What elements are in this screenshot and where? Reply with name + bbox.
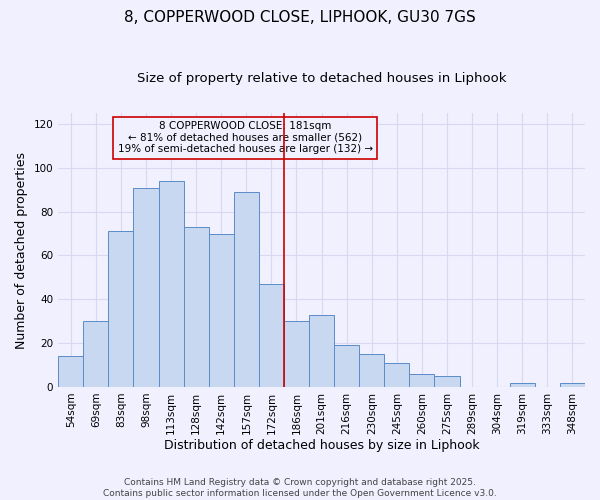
Bar [309, 314, 334, 387]
Bar [409, 374, 434, 387]
Bar [334, 346, 359, 387]
Bar [560, 382, 585, 387]
Bar [434, 376, 460, 387]
Y-axis label: Number of detached properties: Number of detached properties [15, 152, 28, 348]
Text: Contains HM Land Registry data © Crown copyright and database right 2025.
Contai: Contains HM Land Registry data © Crown c… [103, 478, 497, 498]
X-axis label: Distribution of detached houses by size in Liphook: Distribution of detached houses by size … [164, 440, 479, 452]
Bar [385, 363, 409, 387]
Bar [83, 321, 109, 387]
Bar [58, 356, 83, 387]
Bar [284, 321, 309, 387]
Bar [209, 234, 234, 387]
Bar [234, 192, 259, 387]
Bar [184, 227, 209, 387]
Text: 8 COPPERWOOD CLOSE: 181sqm
← 81% of detached houses are smaller (562)
19% of sem: 8 COPPERWOOD CLOSE: 181sqm ← 81% of deta… [118, 122, 373, 154]
Bar [109, 232, 133, 387]
Bar [133, 188, 158, 387]
Text: 8, COPPERWOOD CLOSE, LIPHOOK, GU30 7GS: 8, COPPERWOOD CLOSE, LIPHOOK, GU30 7GS [124, 10, 476, 25]
Bar [259, 284, 284, 387]
Bar [359, 354, 385, 387]
Bar [510, 382, 535, 387]
Bar [158, 181, 184, 387]
Title: Size of property relative to detached houses in Liphook: Size of property relative to detached ho… [137, 72, 506, 86]
